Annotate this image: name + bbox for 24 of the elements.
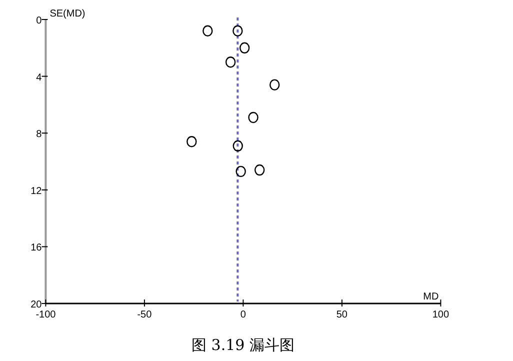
point	[270, 79, 280, 90]
y-tick-label: 20	[30, 300, 42, 310]
point	[232, 140, 243, 152]
y-tick-label: 16	[30, 242, 42, 254]
point	[239, 42, 250, 54]
y-tick-label: 0	[36, 16, 42, 26]
point	[232, 25, 243, 36]
x-tick-label: 100	[432, 310, 450, 320]
point	[248, 112, 258, 124]
x-tick-label: -100	[36, 310, 56, 320]
x-tick-label: 0	[240, 310, 246, 320]
x-tick-label: -50	[137, 310, 152, 320]
point	[186, 136, 197, 148]
x-tick-label: 50	[336, 310, 348, 320]
y-tick-label: 8	[36, 129, 42, 140]
y-tick-label: 4	[36, 72, 42, 84]
caption: 图 3.19 漏斗图	[192, 336, 294, 354]
point	[254, 164, 265, 176]
point	[225, 56, 236, 68]
y-tick-label: 12	[30, 186, 42, 197]
x-axis-title: MD	[423, 292, 439, 302]
y-axis-title: SE(MD)	[50, 8, 86, 20]
point	[236, 166, 246, 178]
point	[202, 25, 213, 36]
